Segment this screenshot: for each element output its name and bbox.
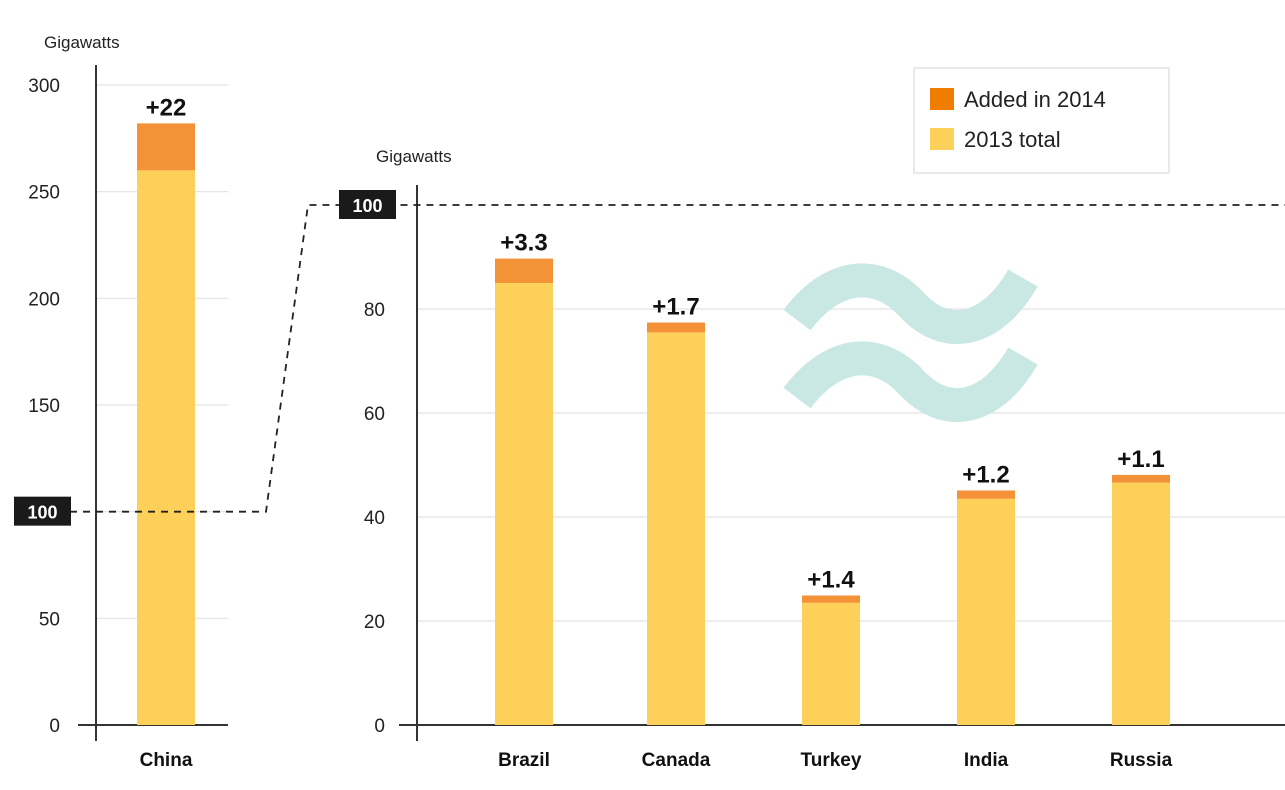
x-tick-label: India [964,750,1009,771]
x-tick-label: Russia [1110,750,1173,771]
axis-break-symbol [783,263,1038,422]
y-tick-label: 200 [28,289,60,310]
break-wave-upper [783,263,1038,344]
x-tick-label: Turkey [801,750,862,771]
legend: Added in 2014 2013 total [913,67,1170,174]
y-tick-label: 150 [28,396,60,417]
y-tick-label: 80 [364,300,385,321]
bar-china-2013-total [137,170,195,726]
bar-india-2013-total [957,498,1015,725]
bar-brazil-added-in-2014 [495,258,553,283]
bar-china-added-in-2014 [137,123,195,171]
x-tick-label: Brazil [498,750,550,771]
data-label: +1.4 [807,567,855,594]
y-tick-label: 250 [28,183,60,204]
data-label: +1.7 [652,294,699,321]
y-axis-title: Gigawatts [44,33,120,52]
data-label: +22 [146,94,187,121]
bar-russia-added-in-2014 [1112,474,1170,483]
legend-label: 2013 total [964,127,1061,152]
reference-label-left: 100 [14,496,71,526]
legend-label: Added in 2014 [964,87,1106,112]
reference-label-box [14,496,71,526]
bar-turkey-2013-total [802,602,860,725]
bar-brazil-2013-total [495,283,553,725]
y-tick-label: 0 [374,716,385,737]
bar-india-added-in-2014 [957,490,1015,499]
y-tick-label: 50 [39,609,60,630]
bar-russia-2013-total [1112,482,1170,725]
reference-label-box [339,190,396,219]
bar-canada-2013-total [647,332,705,725]
y-axis-title: Gigawatts [376,147,452,166]
data-label: +1.2 [962,461,1009,488]
x-tick-label: China [140,750,193,771]
y-tick-label: 0 [49,716,60,737]
break-wave-lower [783,341,1038,422]
chart-panel-1: 0 20 40 60 80 Gigawatts +3.3 Brazil +1.7 Canada +1… [364,147,1285,771]
chart-panel-0: 0 50 100 150 200 250 300 Gigawatts +22 China [28,33,228,771]
legend-box [913,67,1170,174]
y-tick-label: 300 [28,76,60,97]
bar-turkey-added-in-2014 [802,595,860,603]
y-tick-label: 40 [364,508,385,529]
legend-swatch [930,128,954,150]
y-tick-label: 60 [364,404,385,425]
data-label: +1.1 [1117,446,1164,473]
bar-canada-added-in-2014 [647,322,705,333]
y-tick-label: 20 [364,612,385,633]
legend-swatch [930,88,954,110]
x-tick-label: Canada [642,750,711,771]
data-label: +3.3 [500,230,547,257]
reference-line-100 [70,204,1285,513]
reference-label-text: 100 [352,196,382,216]
reference-label-right: 100 [339,190,396,219]
reference-label-text: 100 [27,503,57,523]
